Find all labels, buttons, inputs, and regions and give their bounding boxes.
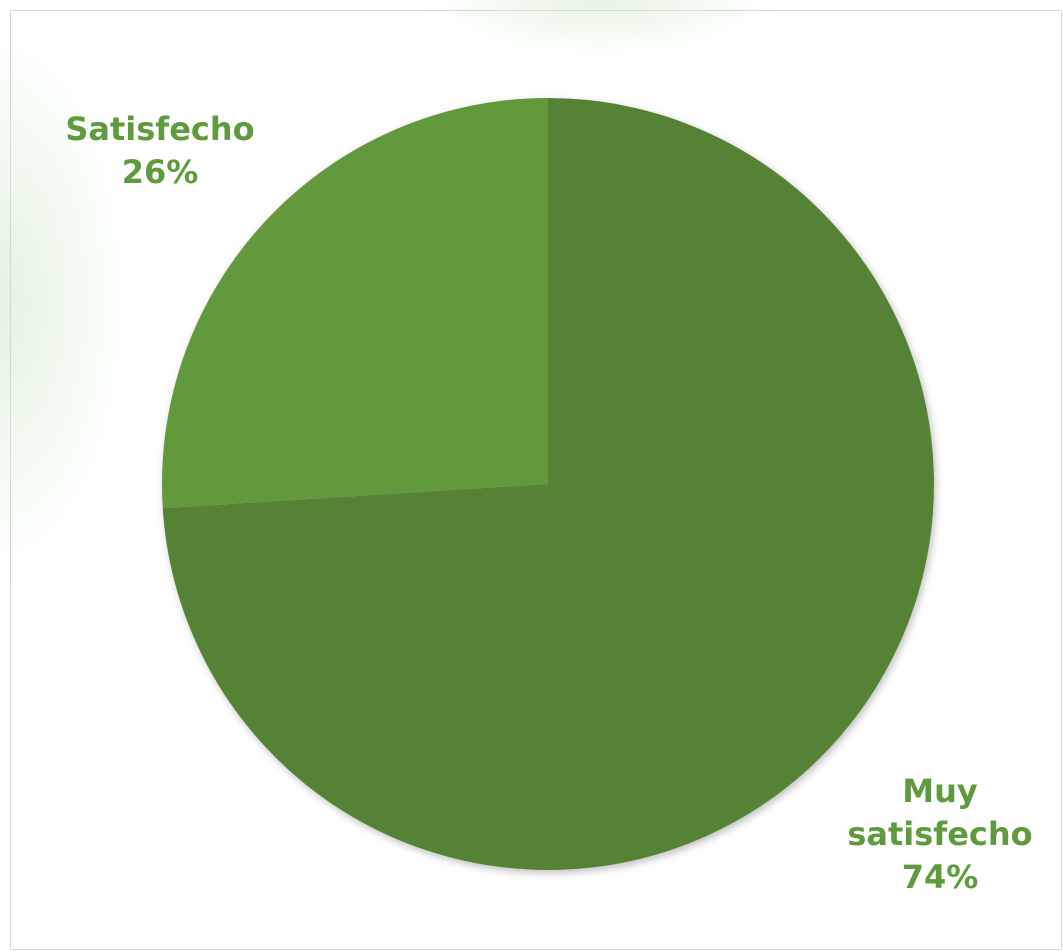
slice-label-muy-satisfecho-name-line-2: satisfecho (847, 815, 1033, 853)
pie-slice-satisfecho (162, 98, 549, 509)
slice-label-muy-satisfecho: Muy satisfecho 74% (820, 770, 1060, 899)
slice-label-satisfecho-name: Satisfecho (65, 110, 255, 148)
slice-label-satisfecho: Satisfecho 26% (40, 108, 280, 194)
chart-area (10, 10, 1062, 950)
slice-label-muy-satisfecho-percent: 74% (901, 858, 979, 896)
slice-label-satisfecho-percent: 26% (121, 153, 199, 191)
slice-label-muy-satisfecho-name-line-1: Muy (902, 772, 978, 810)
pie-slice-muy-satisfecho (162, 98, 934, 871)
